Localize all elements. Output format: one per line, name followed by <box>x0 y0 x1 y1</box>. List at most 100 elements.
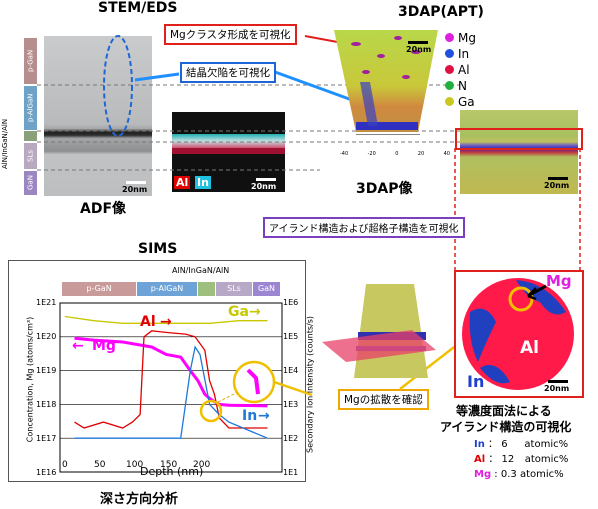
series-label-al-arrow: → <box>160 314 172 330</box>
comp-sep: ： <box>488 439 499 450</box>
adf-scalebar-label: 20nm <box>122 185 148 194</box>
legend-label: Al <box>458 63 470 77</box>
apt-legend: Mg In Al N Ga <box>445 30 476 110</box>
band-gan: GaN <box>253 282 280 296</box>
slice-label-in: In <box>467 372 485 391</box>
slice-scalebar-label: 20nm <box>544 384 570 393</box>
composition-in: In ： 6 atomic% <box>474 437 568 452</box>
slice-circle <box>462 278 574 390</box>
comp-sep: ： <box>488 454 499 465</box>
series-label-in: In <box>242 408 258 424</box>
callout-island: アイランド構造および超格子構造を可視化 <box>263 217 465 238</box>
ytick-left: 1E17 <box>36 434 57 443</box>
eds-scalebar <box>256 178 276 181</box>
comp-sep: : <box>494 469 498 480</box>
legend-label: In <box>458 47 470 61</box>
series-label-ga-arrow: → <box>249 304 261 320</box>
comp-value: 12 <box>501 454 515 465</box>
comp-element: Al <box>474 454 486 465</box>
slice-caption-2: アイランド構造の可視化 <box>440 420 572 434</box>
slice-scalebar <box>548 380 568 383</box>
callout-crystal-defect: 結晶欠陥を可視化 <box>180 62 276 83</box>
xtick: 0 <box>62 460 68 470</box>
xtick: 100 <box>126 460 144 470</box>
band-thin <box>198 282 215 296</box>
ytick-left: 1E18 <box>36 400 57 409</box>
ytick-left: 1E20 <box>36 332 57 341</box>
composition-list: In ： 6 atomic% Al ： 12 atomic% Mg : 0.3 … <box>474 437 568 482</box>
xtick: 200 <box>193 460 211 470</box>
legend-item-al: Al <box>445 62 476 78</box>
apt-tick: -20 <box>367 151 376 157</box>
slice-caption-1: 等濃度面法による <box>456 404 552 418</box>
legend-item-mg: Mg <box>445 30 476 46</box>
ytick-right: 1E2 <box>283 434 299 443</box>
ytick-left: 1E16 <box>36 468 57 477</box>
apt-axis-ticks: -40 -20 0 20 40 <box>340 151 450 157</box>
ytick-right: 1E1 <box>283 468 299 477</box>
comp-value: 0.3 <box>500 469 517 480</box>
sims-bands: p-GaN p-AlGaN SLs GaN <box>62 282 280 296</box>
adf-image <box>44 36 152 196</box>
ytick-left: 1E19 <box>36 366 57 375</box>
legend-item-n: N <box>445 78 476 94</box>
callout-mg-diffusion: Mgの拡散を確認 <box>338 389 429 410</box>
stem-title: STEM/EDS <box>98 0 178 16</box>
ytick-right: 1E6 <box>283 298 299 307</box>
slice-top-scalebar-label: 20nm <box>544 181 570 190</box>
legend-dot <box>445 97 454 106</box>
callout-mg-cluster: Mgクラスタ形成を可視化 <box>164 24 297 45</box>
apt-caption: 3DAP像 <box>356 181 413 197</box>
comp-value: 6 <box>501 439 508 450</box>
comp-element: In <box>474 439 485 450</box>
eds-label-in: In <box>195 176 211 189</box>
sims-xlabel: Depth (nm) <box>140 465 204 478</box>
slice-label-mg: Mg <box>546 272 572 290</box>
apt-cone <box>334 30 438 135</box>
eds-band-cyan <box>172 134 285 148</box>
legend-item-ga: Ga <box>445 94 476 110</box>
ytick-right: 1E4 <box>283 366 299 375</box>
series-label-mg-arrow: ← <box>72 338 84 354</box>
series-line-al <box>74 330 268 429</box>
sims-band-top-label: AlN/InGaN/AlN <box>172 266 230 275</box>
ytick-left: 1E21 <box>36 298 57 307</box>
layer-thin <box>24 131 37 141</box>
sims-plot-frame <box>59 302 283 473</box>
apt-slice-highlight <box>455 128 583 150</box>
eds-band-red <box>172 148 285 154</box>
legend-dot <box>445 33 454 42</box>
adf-scalebar <box>126 181 146 184</box>
comp-unit: atomic% <box>519 469 564 480</box>
slice-label-al: Al <box>520 338 539 358</box>
sims-title: SIMS <box>138 241 178 257</box>
apt-title: 3DAP(APT) <box>398 4 484 20</box>
eds-scalebar-label: 20nm <box>251 182 277 191</box>
series-label-al: Al <box>140 314 156 330</box>
apt-tick: -40 <box>340 151 349 157</box>
band-sls: SLs <box>216 282 252 296</box>
legend-dot <box>445 81 454 90</box>
band-p-algan: p-AlGaN <box>137 282 197 296</box>
series-label-ga: Ga <box>228 304 249 320</box>
comp-unit: atomic% <box>524 454 569 465</box>
series-label-mg: Mg <box>92 338 116 354</box>
apt-scalebar-label: 20nm <box>406 45 432 54</box>
legend-label: N <box>458 79 467 93</box>
apt-scalebar <box>408 41 428 44</box>
series-line-ga <box>64 315 268 324</box>
comp-element: Mg <box>474 469 492 480</box>
comp-unit: atomic% <box>524 439 569 450</box>
composition-al: Al ： 12 atomic% <box>474 452 568 467</box>
apt-slice-image <box>460 110 578 194</box>
legend-dot <box>445 49 454 58</box>
xtick: 50 <box>94 460 106 470</box>
apt-tick: 0 <box>395 151 399 157</box>
eds-label-al: Al <box>174 176 191 189</box>
ytick-right: 1E5 <box>283 332 299 341</box>
composition-mg: Mg : 0.3 atomic% <box>474 467 568 482</box>
band-p-gan: p-GaN <box>62 282 136 296</box>
legend-label: Mg <box>458 31 476 45</box>
legend-label: Ga <box>458 95 475 109</box>
apt-tick: 40 <box>443 151 450 157</box>
